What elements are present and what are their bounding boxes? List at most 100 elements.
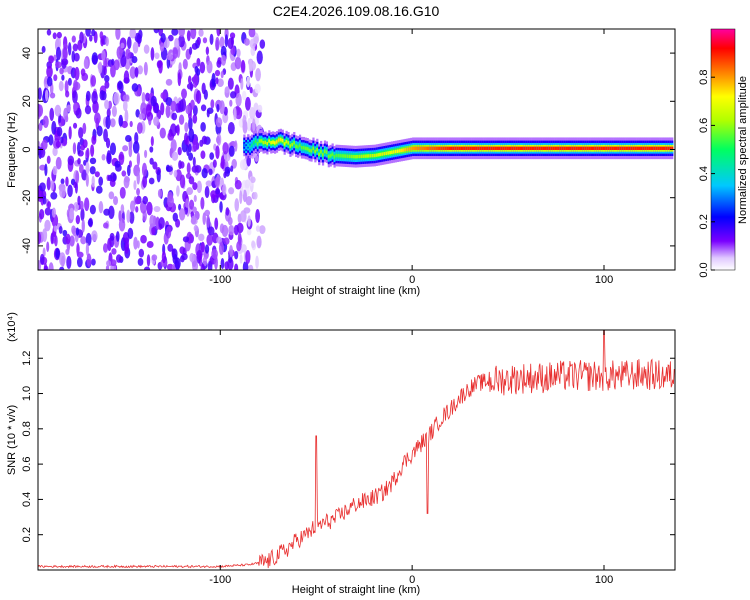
spectrogram-cell — [118, 114, 124, 127]
spectrogram-ridge-cell — [375, 153, 378, 157]
spectrogram-cell — [107, 174, 113, 182]
spectrogram-ridge-cell — [515, 146, 518, 150]
spectrogram-ridge-cell — [344, 154, 348, 158]
figure-title: C2E4.2026.109.08.16.G10 — [273, 3, 440, 19]
spectrogram-cell — [105, 137, 111, 149]
spectrogram-ridge-cell — [594, 146, 597, 150]
spectrogram-cell — [109, 259, 117, 267]
spectrogram-cell — [215, 77, 219, 85]
spectrogram-cell — [230, 91, 237, 99]
spectrogram-ridge-cell — [396, 149, 399, 153]
spectrogram-cell — [73, 181, 78, 189]
spectrogram-cell — [190, 29, 197, 40]
spectrogram-cell — [111, 58, 115, 66]
spectrogram-cell — [179, 161, 185, 169]
spectrogram-cell — [179, 99, 184, 113]
spectrogram-ridge-cell — [318, 152, 321, 157]
spectrogram-ridge-cell — [379, 152, 382, 157]
spectrogram-ridge-cell — [661, 146, 664, 150]
spectrogram-ridge-cell — [500, 146, 503, 150]
spectrogram-cell — [255, 255, 259, 269]
spectrogram-cell — [66, 104, 71, 113]
spectrogram-cell — [174, 257, 181, 270]
spectrogram-cell — [158, 217, 165, 229]
spectrogram-ridge-cell — [412, 146, 415, 150]
spectrogram-ridge-cell — [249, 145, 252, 149]
spectrogram-cell — [214, 255, 218, 270]
spectrogram-cell — [131, 83, 139, 92]
spectrogram-cell — [230, 165, 234, 172]
spectrogram-cell — [103, 128, 108, 143]
spectrogram-cell — [103, 222, 109, 229]
spectrogram-cell — [39, 253, 45, 266]
spectrogram-cell — [48, 262, 54, 270]
spectrogram-cell — [196, 249, 203, 261]
spectrogram-cell — [46, 176, 51, 191]
spectrogram-cell — [113, 195, 119, 206]
spectrogram-cell — [234, 140, 238, 152]
spectrogram-cell — [140, 101, 147, 116]
spectrogram-cell — [65, 248, 70, 255]
spectrogram-cell — [255, 225, 260, 232]
spectrogram-cell — [58, 80, 64, 92]
spectrogram-cell — [155, 216, 160, 231]
spectrogram-cell — [101, 49, 106, 62]
spectrogram-ridge-cell — [536, 146, 540, 150]
spectrogram-ridge-cell — [364, 154, 367, 158]
spectrogram-x-tick-label: -100 — [209, 274, 231, 286]
spectrogram-cell — [216, 133, 222, 146]
spectrogram-cell — [96, 125, 103, 137]
spectrogram-cell — [144, 149, 148, 159]
spectrogram-ridge-cell — [277, 138, 281, 142]
spectrogram-cell — [186, 30, 191, 42]
spectrogram-cell — [253, 36, 259, 44]
spectrogram-cell — [133, 180, 137, 191]
colorbar-tick-label: 0.6 — [698, 118, 710, 133]
spectrogram-cell — [58, 226, 63, 234]
spectrogram-cell — [234, 250, 239, 260]
spectrogram-cell — [246, 76, 251, 88]
spectrogram-cell — [215, 188, 221, 195]
spectrogram-ridge-cell — [410, 146, 413, 151]
spectrogram-cell — [85, 161, 90, 175]
spectrogram-cell — [215, 117, 223, 128]
spectrogram-cell — [243, 207, 251, 214]
spectrogram-ridge-cell — [350, 154, 353, 159]
spectrogram-ridge-cell — [625, 146, 628, 150]
spectrogram-ridge-cell — [471, 146, 474, 150]
spectrogram-cell — [171, 151, 179, 161]
spectrogram-cell — [193, 194, 197, 203]
spectrogram-cell — [159, 127, 166, 139]
spectrogram-ridge-cell — [373, 153, 376, 158]
spectrogram-cell — [59, 252, 66, 266]
spectrogram-cell — [65, 233, 71, 245]
spectrogram-cell — [99, 31, 104, 40]
spectrogram-cell — [107, 237, 112, 252]
spectrogram-ridge-cell — [454, 146, 457, 150]
spectrogram-cell — [151, 226, 156, 236]
snr-y-tick-label: 0.6 — [21, 456, 33, 471]
spectrogram-ridge-cell — [557, 146, 561, 150]
spectrogram-cell — [188, 176, 195, 185]
spectrogram-cell — [224, 166, 231, 174]
spectrogram-cell — [225, 207, 230, 216]
spectrogram-ridge-cell — [287, 141, 290, 145]
spectrogram-ridge-cell — [320, 150, 323, 154]
spectrogram-cell — [200, 121, 206, 132]
spectrogram-ridge-cell — [381, 152, 384, 156]
colorbar: 0.0 0.2 0.4 0.6 0.8 Normalized spectral ampl… — [698, 28, 749, 278]
spectrogram-ridge-cell — [266, 141, 269, 146]
spectrogram-ridge-cell — [611, 146, 614, 150]
spectrogram-cell — [106, 260, 112, 267]
spectrogram-cell — [250, 45, 256, 57]
spectrogram-ridge-cell — [442, 146, 446, 150]
spectrogram-cell — [214, 176, 220, 187]
spectrogram-cell — [182, 58, 188, 70]
spectrogram-cell — [140, 234, 147, 244]
spectrogram-cell — [44, 219, 51, 232]
spectrogram-ridge-cell — [429, 146, 432, 150]
spectrogram-cell — [114, 160, 121, 168]
spectrogram-cell — [39, 182, 46, 192]
spectrogram-cell — [236, 222, 244, 234]
spectrogram-cell — [216, 103, 220, 113]
